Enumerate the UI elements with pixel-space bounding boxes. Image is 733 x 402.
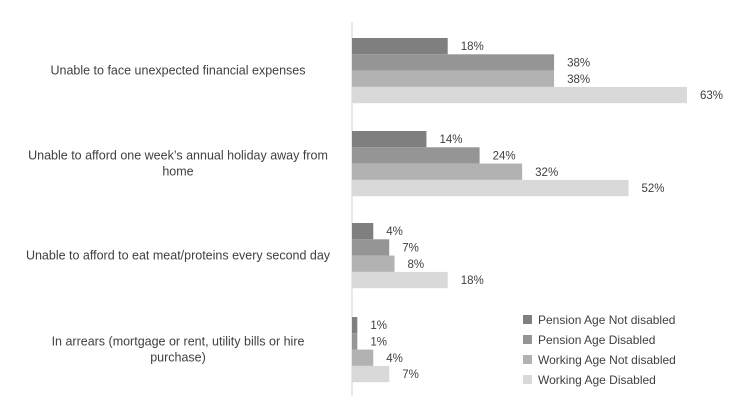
bar: [352, 239, 390, 256]
bar: [352, 223, 374, 240]
legend: Pension Age Not disabled Pension Age Disa…: [523, 313, 676, 387]
category-label-line: Unable to afford to eat meat/proteins ev…: [26, 249, 331, 263]
category-label: Unable to face unexpected financial expe…: [50, 64, 305, 78]
bar: [352, 147, 480, 164]
legend-label: Working Age Not disabled: [538, 353, 676, 367]
bar: [352, 54, 555, 71]
data-label: 4%: [386, 353, 403, 365]
category-label: In arrears (mortgage or rent, utility bi…: [52, 335, 305, 365]
data-label: 1%: [370, 336, 387, 348]
data-label: 18%: [461, 41, 484, 53]
category-labels: Unable to face unexpected financial expe…: [26, 64, 331, 365]
category-label-line: In arrears (mortgage or rent, utility bi…: [52, 335, 305, 349]
category-label: Unable to afford to eat meat/proteins ev…: [26, 249, 331, 263]
legend-label: Working Age Disabled: [538, 373, 656, 387]
data-label: 38%: [567, 74, 590, 86]
bar: [352, 131, 427, 148]
data-label: 38%: [567, 57, 590, 69]
bar: [352, 70, 555, 87]
data-label: 8%: [408, 259, 425, 271]
bar: [352, 365, 390, 383]
legend-label: Pension Age Disabled: [538, 333, 655, 347]
legend-label: Pension Age Not disabled: [538, 313, 675, 327]
category-label-line: Unable to afford one week’s annual holid…: [28, 149, 328, 163]
legend-swatch: [523, 355, 532, 364]
bar: [352, 349, 374, 366]
bar: [352, 86, 687, 104]
data-label: 1%: [370, 320, 387, 332]
legend-swatch: [523, 335, 532, 344]
legend-swatch: [523, 315, 532, 324]
data-label: 14%: [439, 134, 462, 146]
bar: [352, 255, 395, 272]
category-label: Unable to afford one week’s annual holid…: [28, 149, 328, 179]
data-label: 7%: [402, 369, 419, 381]
value-labels: 18% 38% 38% 63% 14% 24% 32% 52% 4% 7% 8% 18% 1% 1% 4% 7…: [370, 41, 723, 381]
legend-swatch: [523, 375, 532, 384]
data-label: 52%: [642, 183, 665, 195]
data-label: 32%: [535, 167, 558, 179]
bar: [352, 163, 523, 180]
bar: [352, 333, 358, 350]
category-label-line: Unable to face unexpected financial expe…: [50, 64, 305, 78]
data-label: 18%: [461, 275, 484, 287]
category-label-line: home: [162, 165, 193, 179]
bar: [352, 38, 448, 55]
data-label: 7%: [402, 242, 419, 254]
data-label: 24%: [493, 150, 516, 162]
bar: [352, 317, 358, 334]
bars: [352, 38, 687, 383]
category-label-line: purchase): [150, 351, 206, 365]
bar: [352, 271, 448, 289]
bar: [352, 179, 629, 197]
data-label: 4%: [386, 226, 403, 238]
data-label: 63%: [700, 90, 723, 102]
